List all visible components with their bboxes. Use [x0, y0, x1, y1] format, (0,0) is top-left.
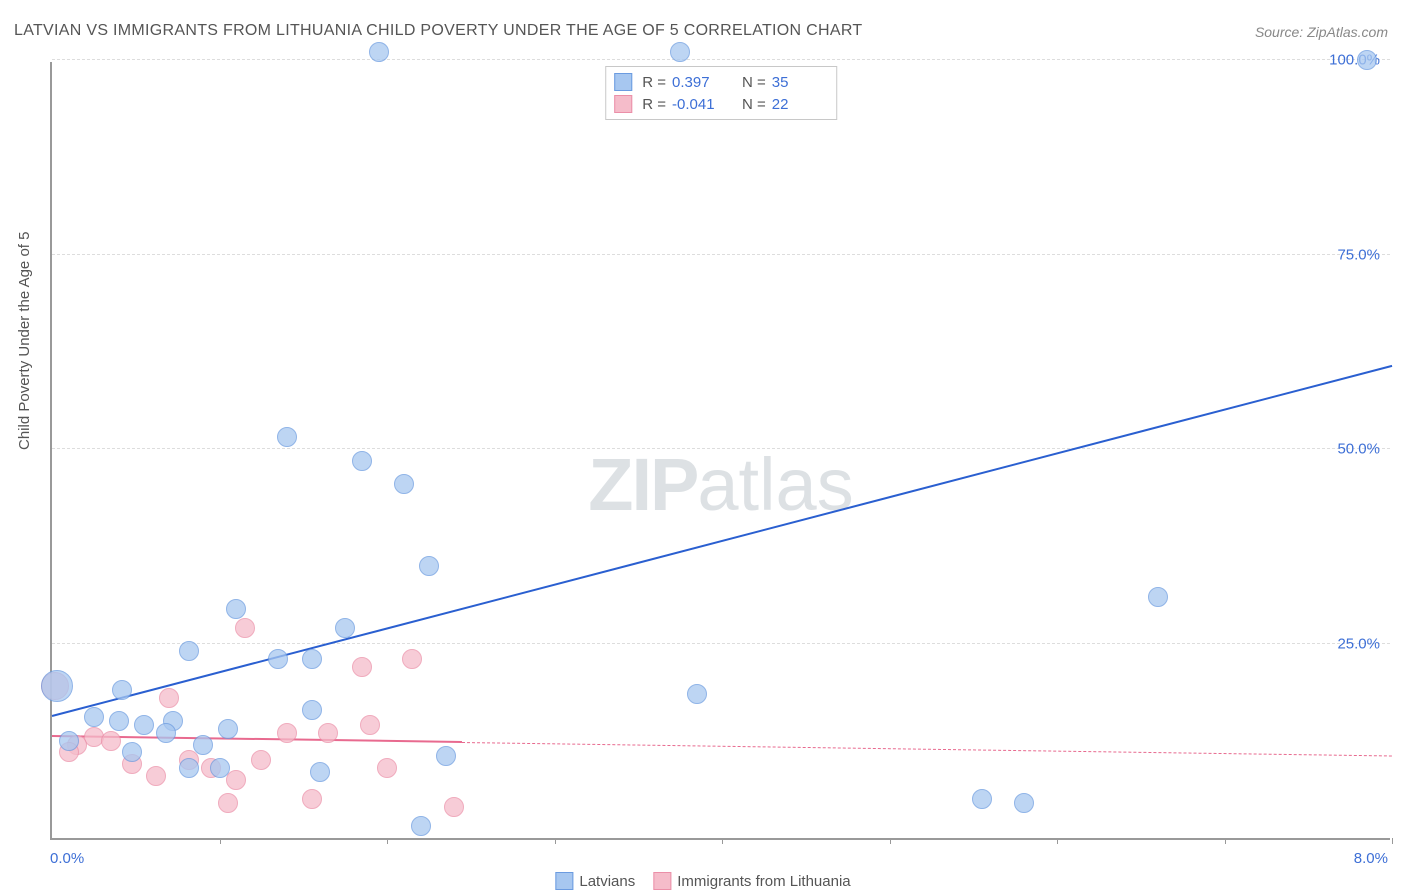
data-point	[1148, 587, 1168, 607]
data-point	[360, 715, 380, 735]
legend-swatch-icon	[653, 872, 671, 890]
x-tick	[1057, 838, 1058, 844]
x-tick	[387, 838, 388, 844]
data-point	[84, 707, 104, 727]
x-tick	[1392, 838, 1393, 844]
r-value-latvians: 0.397	[672, 74, 728, 91]
r-label: R =	[642, 96, 666, 113]
data-point	[369, 42, 389, 62]
gridline-h	[52, 254, 1390, 255]
data-point	[101, 731, 121, 751]
data-point	[235, 618, 255, 638]
data-point	[377, 758, 397, 778]
data-point	[218, 719, 238, 739]
data-point	[352, 451, 372, 471]
legend-correlation: R = 0.397 N = 35 R = -0.041 N = 22	[605, 66, 837, 120]
legend-series: Latvians Immigrants from Lithuania	[555, 872, 850, 890]
data-point	[146, 766, 166, 786]
data-point	[419, 556, 439, 576]
data-point	[436, 746, 456, 766]
y-tick-label: 50.0%	[1337, 441, 1380, 458]
gridline-h	[52, 643, 1390, 644]
data-point	[226, 770, 246, 790]
data-point	[277, 427, 297, 447]
data-point	[179, 758, 199, 778]
data-point	[109, 711, 129, 731]
y-axis-label: Child Poverty Under the Age of 5	[16, 232, 33, 450]
data-point	[156, 723, 176, 743]
data-point	[277, 723, 297, 743]
data-point	[112, 680, 132, 700]
gridline-h	[52, 59, 1390, 60]
data-point	[394, 474, 414, 494]
data-point	[210, 758, 230, 778]
legend-swatch-lithuania	[614, 95, 632, 113]
data-point	[268, 649, 288, 669]
gridline-h	[52, 448, 1390, 449]
y-tick-label: 25.0%	[1337, 635, 1380, 652]
data-point	[302, 789, 322, 809]
x-tick-label: 8.0%	[1354, 850, 1388, 867]
source-label: Source: ZipAtlas.com	[1255, 24, 1388, 40]
n-value-lithuania: 22	[772, 96, 828, 113]
chart-title: LATVIAN VS IMMIGRANTS FROM LITHUANIA CHI…	[14, 22, 862, 40]
x-tick	[722, 838, 723, 844]
n-value-latvians: 35	[772, 74, 828, 91]
legend-item-lithuania: Immigrants from Lithuania	[653, 872, 850, 890]
data-point	[670, 42, 690, 62]
n-label: N =	[742, 96, 766, 113]
data-point	[251, 750, 271, 770]
legend-row-lithuania: R = -0.041 N = 22	[614, 93, 828, 115]
data-point	[310, 762, 330, 782]
data-point	[193, 735, 213, 755]
data-point	[335, 618, 355, 638]
data-point	[352, 657, 372, 677]
data-point	[302, 700, 322, 720]
legend-swatch-latvians	[614, 73, 632, 91]
data-point	[972, 789, 992, 809]
x-tick	[220, 838, 221, 844]
data-point	[159, 688, 179, 708]
x-tick	[1225, 838, 1226, 844]
data-point	[41, 670, 73, 702]
watermark: ZIPatlas	[588, 442, 853, 527]
data-point	[687, 684, 707, 704]
correlation-chart: LATVIAN VS IMMIGRANTS FROM LITHUANIA CHI…	[0, 0, 1406, 892]
x-tick-label: 0.0%	[50, 850, 84, 867]
data-point	[1357, 50, 1377, 70]
legend-item-latvians: Latvians	[555, 872, 635, 890]
plot-area: ZIPatlas R = 0.397 N = 35 R = -0.041 N =…	[50, 62, 1390, 840]
legend-swatch-icon	[555, 872, 573, 890]
data-point	[302, 649, 322, 669]
legend-label-lithuania: Immigrants from Lithuania	[677, 873, 850, 890]
data-point	[444, 797, 464, 817]
data-point	[179, 641, 199, 661]
x-tick	[555, 838, 556, 844]
trend-line	[462, 742, 1392, 756]
n-label: N =	[742, 74, 766, 91]
legend-label-latvians: Latvians	[579, 873, 635, 890]
data-point	[318, 723, 338, 743]
r-value-lithuania: -0.041	[672, 96, 728, 113]
data-point	[122, 742, 142, 762]
watermark-bold: ZIP	[588, 443, 697, 526]
r-label: R =	[642, 74, 666, 91]
data-point	[402, 649, 422, 669]
y-tick-label: 75.0%	[1337, 246, 1380, 263]
data-point	[59, 731, 79, 751]
data-point	[218, 793, 238, 813]
x-tick	[890, 838, 891, 844]
data-point	[134, 715, 154, 735]
trend-line	[52, 365, 1392, 717]
legend-row-latvians: R = 0.397 N = 35	[614, 71, 828, 93]
data-point	[411, 816, 431, 836]
data-point	[1014, 793, 1034, 813]
data-point	[226, 599, 246, 619]
